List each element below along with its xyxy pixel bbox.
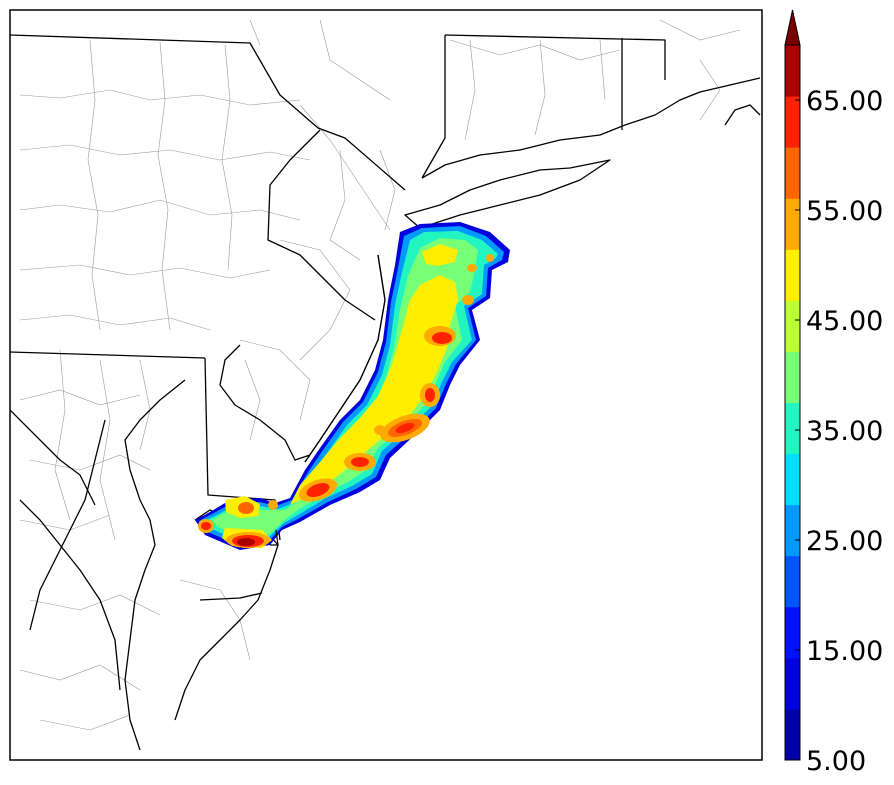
field-level-60 bbox=[201, 522, 211, 530]
colorbar-segment bbox=[785, 351, 800, 403]
colorbar-tick-label: 5.00 bbox=[806, 746, 866, 777]
colorbar-segment bbox=[785, 402, 800, 455]
field-level-55 bbox=[238, 502, 254, 514]
colorbar-segment bbox=[785, 606, 800, 659]
coastline-overlay bbox=[270, 254, 386, 546]
field-level-60 bbox=[432, 332, 452, 344]
colorbar-segment bbox=[785, 147, 800, 199]
colorbar-tick-label: 45.00 bbox=[806, 306, 883, 337]
colorbar-segment bbox=[785, 198, 800, 250]
colorbar-segment bbox=[785, 708, 800, 761]
colorbar-segment bbox=[785, 453, 800, 506]
field-level-70 bbox=[237, 538, 255, 546]
colorbar-segment bbox=[785, 555, 800, 608]
colorbar-outline bbox=[784, 44, 801, 761]
colorbar-extend-arrow bbox=[784, 9, 801, 46]
colorbar-segment bbox=[785, 249, 800, 301]
field-level-60 bbox=[425, 388, 435, 402]
colorbar-segment bbox=[785, 96, 800, 148]
field-level-55 bbox=[486, 254, 494, 262]
colorbar-segment bbox=[785, 45, 800, 97]
field-level-65 bbox=[395, 422, 415, 434]
map-frame bbox=[9, 9, 763, 761]
colorbar: 5.00 15.00 25.00 35.00 45.00 55.00 65.00 bbox=[784, 9, 883, 777]
colorbar-segment bbox=[785, 504, 800, 557]
field-level-55 bbox=[462, 295, 474, 305]
field-level-55 bbox=[374, 425, 386, 435]
colorbar-tick-label: 65.00 bbox=[806, 86, 883, 117]
colorbar-segment bbox=[785, 300, 800, 352]
colorbar-tick-label: 55.00 bbox=[806, 196, 883, 227]
field-level-60 bbox=[351, 457, 369, 467]
colorbar-tick-label: 25.00 bbox=[806, 526, 883, 557]
field-level-45b bbox=[422, 244, 458, 266]
wind-speed-field bbox=[195, 222, 510, 550]
field-level-55 bbox=[268, 500, 278, 510]
colorbar-segment bbox=[785, 657, 800, 710]
field-level-55 bbox=[467, 264, 477, 272]
colorbar-tick-label: 15.00 bbox=[806, 636, 883, 667]
colorbar-tick-label: 35.00 bbox=[806, 416, 883, 447]
field-level-45 bbox=[290, 275, 458, 505]
field-level-60 bbox=[306, 483, 330, 497]
